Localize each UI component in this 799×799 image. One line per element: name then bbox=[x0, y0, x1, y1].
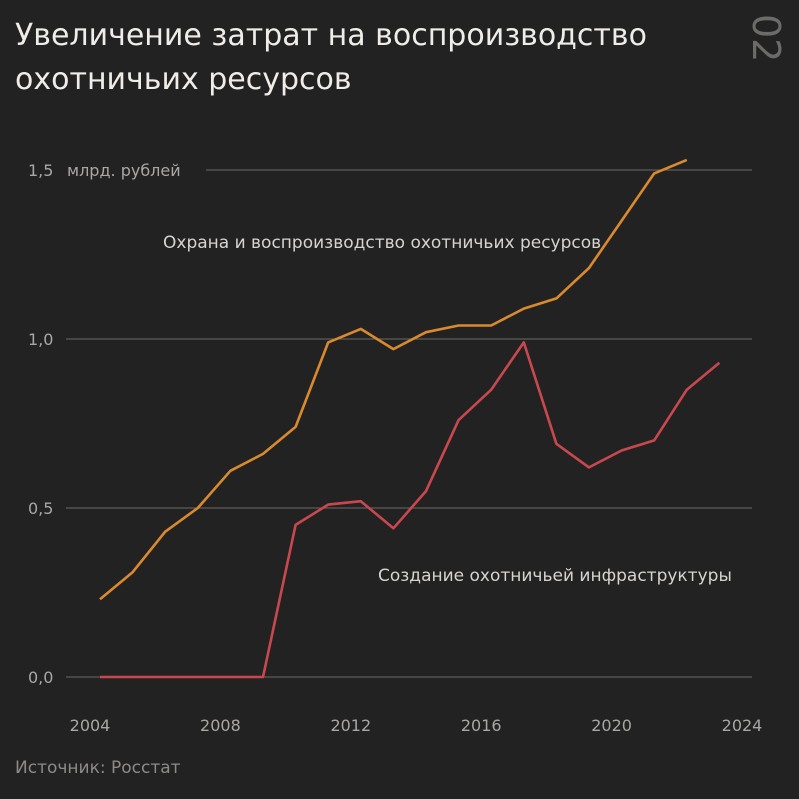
x-axis-ticks: 2004 2008 2012 2016 2020 2024 bbox=[70, 716, 763, 735]
series-label-infrastructure: Создание охотничьей инфраструктуры bbox=[378, 566, 732, 586]
y-axis-ticks: 0,0 0,5 1,0 1,5 bbox=[28, 161, 53, 687]
series-line-protection bbox=[99, 158, 688, 601]
series-lines bbox=[99, 158, 721, 679]
x-tick-label: 2008 bbox=[200, 716, 241, 735]
series-label-protection: Охрана и воспроизводство охотничьих ресу… bbox=[163, 233, 601, 253]
y-tick-label: 1,0 bbox=[28, 330, 53, 349]
y-tick-label: 0,0 bbox=[28, 668, 53, 687]
page-number: 02 bbox=[744, 14, 788, 63]
source-note: Источник: Росстат bbox=[15, 758, 181, 778]
series-line-infrastructure bbox=[100, 341, 721, 679]
y-tick-label: 0,5 bbox=[28, 499, 53, 518]
x-tick-label: 2004 bbox=[70, 716, 111, 735]
x-tick-label: 2020 bbox=[591, 716, 632, 735]
chart-title: Увеличение затрат на воспроизводство охо… bbox=[15, 18, 647, 97]
y-tick-label: 1,5 bbox=[28, 161, 53, 180]
x-tick-label: 2012 bbox=[330, 716, 371, 735]
x-tick-label: 2016 bbox=[461, 716, 502, 735]
x-tick-label: 2024 bbox=[722, 716, 763, 735]
y-axis-unit: млрд. рублей bbox=[67, 161, 181, 180]
